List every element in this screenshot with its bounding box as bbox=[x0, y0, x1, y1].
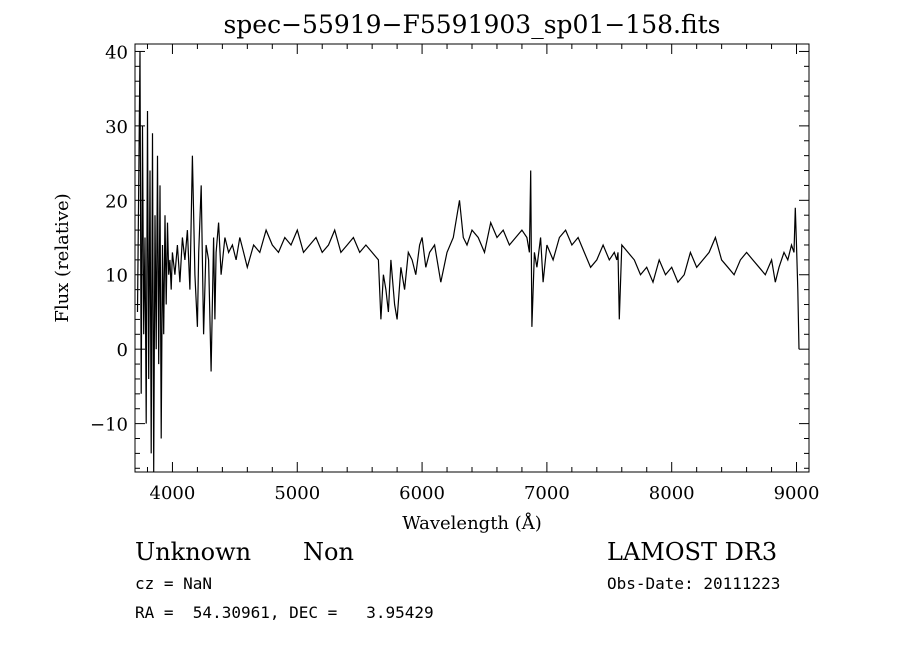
object-class: Unknown bbox=[135, 538, 252, 566]
coordinates-label: RA = 54.30961, DEC = 3.95429 bbox=[135, 603, 434, 622]
object-subclass: Non bbox=[303, 538, 354, 566]
spectrum-line bbox=[136, 51, 800, 473]
x-tick-labels: 4000 5000 6000 7000 8000 9000 bbox=[150, 483, 820, 504]
y-tick-label: 20 bbox=[105, 191, 128, 212]
x-tick-label: 6000 bbox=[399, 483, 445, 504]
y-tick-label: 10 bbox=[105, 266, 128, 287]
y-tick-labels: −10 0 10 20 30 40 bbox=[90, 42, 128, 435]
y-tick-label: 40 bbox=[105, 42, 128, 63]
x-axis-label: Wavelength (Å) bbox=[402, 512, 542, 534]
x-tick-label: 9000 bbox=[774, 483, 820, 504]
redshift-label: cz = NaN bbox=[135, 574, 213, 593]
y-tick-label: −10 bbox=[90, 415, 128, 436]
y-tick-label: 0 bbox=[117, 340, 128, 361]
survey-name: LAMOST DR3 bbox=[607, 538, 778, 566]
chart-title: spec−55919−F5591903_sp01−158.fits bbox=[223, 10, 720, 39]
y-axis-label: Flux (relative) bbox=[52, 193, 73, 322]
x-tick-label: 7000 bbox=[524, 483, 570, 504]
obs-date-label: Obs-Date: 20111223 bbox=[607, 574, 781, 593]
y-tick-label: 30 bbox=[105, 117, 128, 138]
x-tick-label: 4000 bbox=[150, 483, 196, 504]
x-tick-label: 5000 bbox=[274, 483, 320, 504]
x-tick-label: 8000 bbox=[649, 483, 695, 504]
